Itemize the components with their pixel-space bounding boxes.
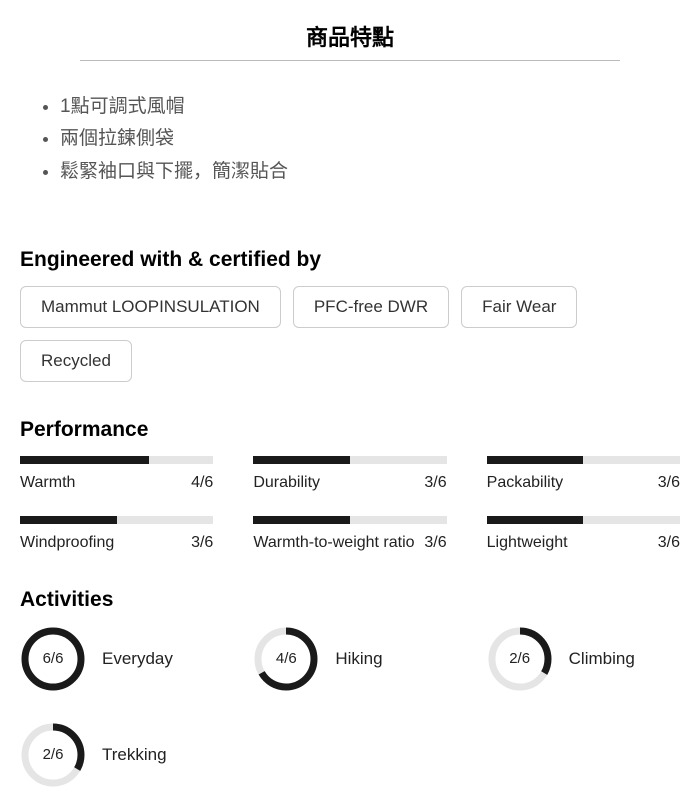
features-list: 1點可調式風帽兩個拉鍊側袋鬆緊袖口與下擺，簡潔貼合 bbox=[20, 91, 680, 188]
performance-bar bbox=[253, 516, 446, 524]
performance-item: Warmth-to-weight ratio3/6 bbox=[253, 516, 446, 552]
activity-label: Climbing bbox=[569, 649, 635, 669]
activity-ring-score: 6/6 bbox=[20, 626, 86, 692]
performance-score: 3/6 bbox=[424, 534, 446, 552]
performance-label: Packability bbox=[487, 474, 658, 492]
performance-item: Warmth4/6 bbox=[20, 456, 213, 492]
performance-label: Warmth bbox=[20, 474, 191, 492]
activity-label: Hiking bbox=[335, 649, 382, 669]
performance-grid: Warmth4/6Durability3/6Packability3/6Wind… bbox=[20, 456, 680, 552]
activities-grid: 6/6 Everyday 4/6 Hiking 2/6 Climbing 2/6 Trekki… bbox=[20, 626, 680, 788]
performance-label: Lightweight bbox=[487, 534, 658, 552]
performance-score: 3/6 bbox=[424, 474, 446, 492]
activity-ring: 4/6 bbox=[253, 626, 319, 692]
performance-bar-fill bbox=[253, 456, 350, 464]
performance-bar-fill bbox=[487, 456, 584, 464]
performance-score: 3/6 bbox=[658, 474, 680, 492]
activity-label: Trekking bbox=[102, 745, 167, 765]
performance-bar bbox=[487, 516, 680, 524]
certified-heading: Engineered with & certified by bbox=[20, 248, 680, 272]
performance-label: Warmth-to-weight ratio bbox=[253, 534, 424, 552]
performance-bar bbox=[487, 456, 680, 464]
performance-bar-fill bbox=[20, 516, 117, 524]
activity-ring: 6/6 bbox=[20, 626, 86, 692]
activity-ring-score: 2/6 bbox=[20, 722, 86, 788]
certified-tag: Mammut LOOPINSULATION bbox=[20, 286, 281, 328]
performance-score: 3/6 bbox=[191, 534, 213, 552]
certified-tag: Fair Wear bbox=[461, 286, 577, 328]
feature-item: 兩個拉鍊側袋 bbox=[60, 123, 680, 155]
performance-bar-fill bbox=[20, 456, 149, 464]
performance-score: 4/6 bbox=[191, 474, 213, 492]
feature-item: 1點可調式風帽 bbox=[60, 91, 680, 123]
performance-bar bbox=[253, 456, 446, 464]
performance-label: Windproofing bbox=[20, 534, 191, 552]
activity-item: 2/6 Climbing bbox=[487, 626, 680, 692]
performance-bar bbox=[20, 456, 213, 464]
performance-item: Durability3/6 bbox=[253, 456, 446, 492]
performance-item: Lightweight3/6 bbox=[487, 516, 680, 552]
section-title-wrap: 商品特點 bbox=[20, 20, 680, 61]
section-title: 商品特點 bbox=[80, 20, 620, 61]
feature-item: 鬆緊袖口與下擺，簡潔貼合 bbox=[60, 156, 680, 188]
performance-bar-fill bbox=[487, 516, 584, 524]
performance-bar bbox=[20, 516, 213, 524]
performance-bar-fill bbox=[253, 516, 350, 524]
certified-tag: Recycled bbox=[20, 340, 132, 382]
performance-item: Windproofing3/6 bbox=[20, 516, 213, 552]
activity-label: Everyday bbox=[102, 649, 173, 669]
performance-heading: Performance bbox=[20, 418, 680, 442]
performance-label: Durability bbox=[253, 474, 424, 492]
activity-ring-score: 4/6 bbox=[253, 626, 319, 692]
activity-item: 6/6 Everyday bbox=[20, 626, 213, 692]
performance-score: 3/6 bbox=[658, 534, 680, 552]
performance-item: Packability3/6 bbox=[487, 456, 680, 492]
certified-tag: PFC-free DWR bbox=[293, 286, 449, 328]
activities-heading: Activities bbox=[20, 588, 680, 612]
activity-item: 2/6 Trekking bbox=[20, 722, 213, 788]
activity-ring: 2/6 bbox=[487, 626, 553, 692]
certified-tags: Mammut LOOPINSULATION PFC-free DWR Fair We… bbox=[20, 286, 680, 382]
activity-ring-score: 2/6 bbox=[487, 626, 553, 692]
activity-item: 4/6 Hiking bbox=[253, 626, 446, 692]
activity-ring: 2/6 bbox=[20, 722, 86, 788]
